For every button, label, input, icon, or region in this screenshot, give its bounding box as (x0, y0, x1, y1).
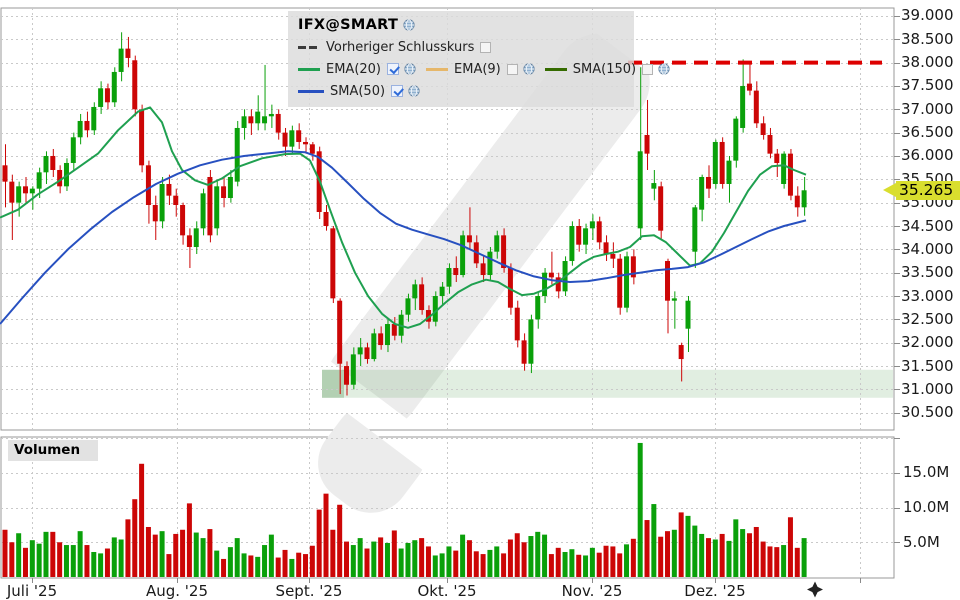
overlay-lines (0, 106, 807, 329)
price-tick-label: 33.000 (901, 286, 954, 305)
month-label: Juli '25 (6, 582, 58, 600)
globe-icon[interactable] (523, 63, 535, 75)
price-tick-label: 37.500 (901, 76, 954, 95)
globe-icon[interactable] (403, 19, 415, 31)
last-price-marker: 35.265 (896, 180, 960, 200)
volume-tick-label: 5.0M (903, 532, 940, 551)
legend-item-ema20: EMA(20) (298, 62, 416, 77)
price-tick-label: 30.500 (901, 403, 954, 422)
sma50-checkbox[interactable] (391, 85, 404, 97)
support-zone (322, 369, 893, 398)
volume-tick-label: 10.0M (903, 498, 950, 517)
ema20-label: EMA(20) (326, 61, 382, 77)
legend-prev-close-row: Vorheriger Schlusskurs (298, 36, 626, 58)
last-price-arrow-icon (883, 183, 896, 198)
legend-symbol-row: IFX@SMART (298, 14, 626, 36)
price-tick-label: 34.500 (901, 216, 954, 235)
price-tick-label: 36.500 (901, 123, 954, 142)
pan-cursor-icon[interactable] (807, 581, 823, 598)
sma150-label: SMA(150) (572, 61, 637, 77)
globe-icon[interactable] (408, 85, 420, 97)
volume-panel-title: Volumen (8, 440, 99, 461)
candles (2, 32, 807, 396)
price-tick-label: 39.000 (901, 6, 954, 25)
sma150-line-swatch (544, 67, 567, 71)
ema9-checkbox[interactable] (506, 63, 518, 75)
price-tick-label: 33.500 (901, 263, 954, 282)
price-tick-label: 37.000 (901, 99, 954, 118)
sma150-checkbox[interactable] (642, 63, 654, 75)
ema20-checkbox[interactable] (387, 63, 400, 75)
prev-close-dash-swatch (298, 45, 320, 49)
legend-item-ema9: EMA(9) (426, 62, 535, 77)
instrument-symbol: IFX@SMART (298, 17, 399, 33)
legend-indicators-row-1: EMA(20) EMA(9) SMA(150) (298, 58, 670, 80)
globe-icon[interactable] (404, 63, 416, 75)
legend-item-sma50: SMA(50) (298, 84, 420, 99)
volume-bars (2, 442, 807, 577)
SMA(50)-line (0, 150, 807, 325)
month-label: Aug. '25 (145, 582, 209, 600)
globe-icon[interactable] (658, 63, 670, 75)
price-tick-label: 31.500 (901, 356, 954, 375)
prev-close-checkbox[interactable] (480, 41, 492, 53)
month-label: Sept. '25 (275, 582, 343, 600)
month-label: Dez. '25 (684, 582, 746, 600)
legend-indicators-row-2: SMA(50) (298, 80, 626, 102)
prev-close-label: Vorheriger Schlusskurs (326, 39, 475, 55)
price-tick-label: 38.000 (901, 53, 954, 72)
last-price-value: 35.265 (899, 180, 954, 199)
ema9-label: EMA(9) (454, 61, 501, 77)
volume-tick-label: 15.0M (903, 463, 950, 482)
legend-item-sma150: SMA(150) (544, 61, 670, 77)
price-tick-label: 38.500 (901, 29, 954, 48)
ema20-line-swatch (298, 67, 320, 71)
price-tick-label: 34.000 (901, 239, 954, 258)
price-tick-label: 31.000 (901, 379, 954, 398)
price-tick-label: 36.000 (901, 146, 954, 165)
month-label: Okt. '25 (417, 582, 477, 600)
chart-legend: IFX@SMART Vorheriger Schlusskurs EMA(20)… (288, 11, 670, 107)
month-label: Nov. '25 (561, 582, 623, 600)
price-tick-label: 32.000 (901, 333, 954, 352)
sma50-label: SMA(50) (330, 83, 386, 99)
price-tick-label: 32.500 (901, 309, 954, 328)
ema9-line-swatch (426, 67, 449, 71)
sma50-line-swatch (298, 89, 324, 93)
